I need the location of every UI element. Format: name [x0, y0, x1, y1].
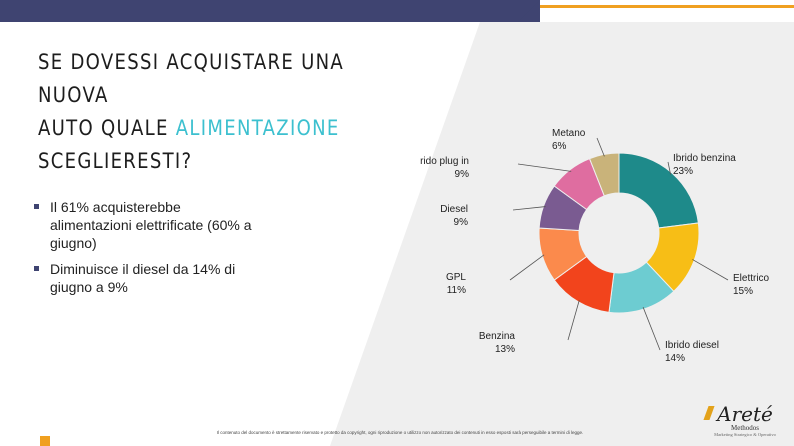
- slice-category-label: Metano: [552, 128, 586, 139]
- bullet-text: Il 61% acquisterebbe alimentazioni elett…: [50, 199, 252, 251]
- header-bar-wedge: [518, 0, 540, 22]
- leader-line: [567, 300, 580, 341]
- leader-line: [596, 137, 605, 157]
- slice-category-label: Diesel: [440, 204, 468, 215]
- bullet-list: Il 61% acquisterebbe alimentazioni elett…: [34, 198, 264, 304]
- leader-line: [509, 254, 545, 281]
- slice-value-label: 6%: [552, 141, 567, 152]
- donut-slice-metano: [588, 152, 620, 197]
- slice-value-label: 11%: [447, 285, 466, 296]
- slice-category-label: Elettrico: [733, 273, 770, 284]
- logo-brand: Areté: [717, 402, 773, 426]
- leader-line: [692, 259, 729, 281]
- slice-category-label: Ibrido diesel: [665, 340, 719, 351]
- title-line-2: AUTO QUALE ALIMENTAZIONE: [38, 112, 365, 145]
- slice-category-label: GPL: [446, 272, 466, 283]
- donut-chart: Ibrido benzina 23% Elettrico 15% Ibrido dies…: [420, 128, 770, 364]
- company-logo: Areté Methodos Marketing Strategico & Op…: [700, 404, 790, 446]
- slice-category-label: Ibrido plug in: [420, 156, 469, 167]
- title-accent: ALIMENTAZIONE: [175, 116, 340, 140]
- title-line-2-start: AUTO QUALE: [38, 116, 176, 140]
- leader-line: [667, 161, 671, 175]
- slice-value-label: 15%: [733, 286, 753, 297]
- bullet-item: Diminuisce il diesel da 14% di giugno a …: [34, 260, 264, 296]
- leader-line: [642, 307, 661, 351]
- slice-value-label: 9%: [454, 217, 469, 228]
- leader-line: [512, 206, 546, 211]
- corner-mark: [40, 436, 50, 446]
- header-bar: [0, 0, 540, 22]
- page-title: SE DOVESSI ACQUISTARE UNA NUOVA AUTO QUA…: [38, 46, 365, 178]
- bullet-marker: [34, 204, 39, 209]
- slice-value-label: 14%: [665, 353, 685, 364]
- bullet-text: Diminuisce il diesel da 14% di giugno a …: [50, 261, 236, 295]
- title-line-3: SCEGLIERESTI?: [38, 149, 193, 173]
- leader-line: [517, 163, 572, 172]
- slice-value-label: 13%: [495, 344, 515, 355]
- title-line-1: SE DOVESSI ACQUISTARE UNA NUOVA: [38, 50, 345, 107]
- logo-subtitle: Methodos: [731, 424, 759, 432]
- bullet-marker: [34, 266, 39, 271]
- header-accent-line: [540, 5, 794, 8]
- slice-category-label: Benzina: [479, 331, 516, 342]
- copyright-footer: Il contenuto del documento è strettament…: [216, 430, 584, 435]
- slice-value-label: 9%: [455, 169, 470, 180]
- logo-tagline: Marketing Strategico & Operativo: [714, 432, 776, 437]
- slice-value-label: 23%: [673, 166, 693, 177]
- bullet-item: Il 61% acquisterebbe alimentazioni elett…: [34, 198, 264, 252]
- slice-category-label: Ibrido benzina: [673, 153, 736, 164]
- donut-slice-ibrido-benzina: [618, 152, 699, 229]
